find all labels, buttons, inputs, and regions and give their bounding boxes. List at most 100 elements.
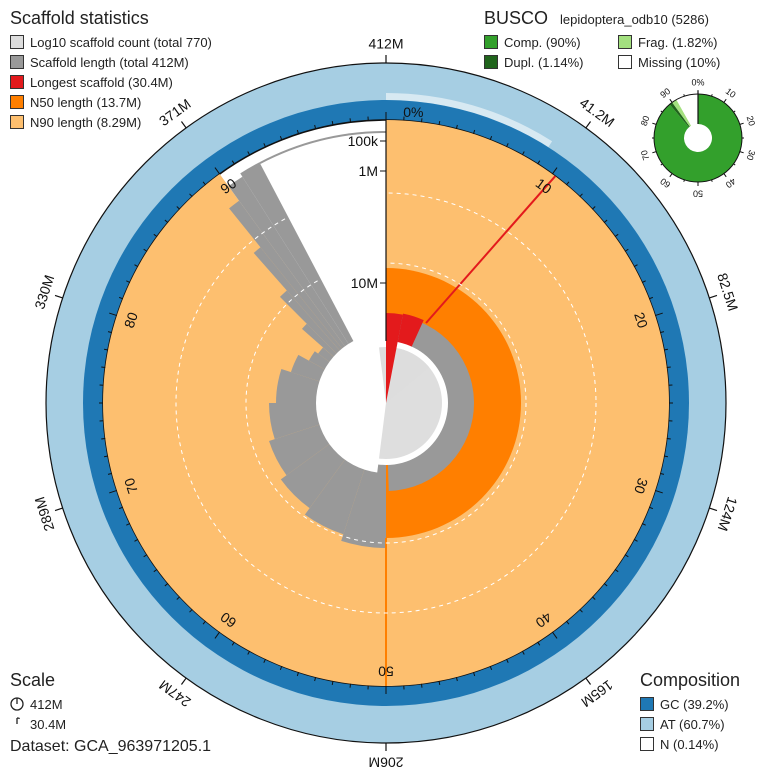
percent-tick: [134, 264, 139, 268]
outer-length-label: 165M: [578, 677, 616, 711]
percent-tick: [659, 331, 665, 334]
log-count-bump: [386, 348, 430, 403]
busco-complete-sector: [653, 94, 742, 182]
percent-tick: [666, 437, 671, 440]
busco-tick: [660, 163, 663, 166]
outer-length-tick: [180, 121, 187, 129]
percent-tick: [506, 658, 509, 663]
percent-tick: [663, 455, 669, 458]
swatch-duplicated: [484, 55, 498, 69]
busco-tick-label: 0%: [691, 77, 704, 87]
percent-tick: [331, 120, 334, 126]
percent-tick-label: 50: [378, 663, 394, 679]
scale-label: 412M: [30, 696, 63, 712]
percent-tick: [537, 641, 541, 646]
percent-tick: [118, 296, 124, 300]
percent-tick: [349, 118, 352, 123]
percent-tick: [263, 143, 266, 148]
percent-tick: [164, 219, 169, 223]
busco-tick: [733, 110, 736, 113]
percent-tick: [633, 538, 638, 542]
longest-scaffold-segment: [386, 313, 403, 403]
swatch-n: [640, 737, 654, 751]
percent-tick: [455, 676, 458, 682]
outer-length-tick: [709, 294, 718, 299]
percent-tick: [603, 583, 608, 587]
legend-item-duplicated: Dupl. (1.14%): [484, 52, 618, 72]
percent-tick: [566, 620, 570, 625]
legend-label: N90 length (8.29M): [30, 114, 142, 130]
percent-tick: [521, 650, 525, 655]
radial-scale-label: 100k: [348, 133, 379, 149]
percent-tick: [143, 248, 148, 252]
percent-tick: [126, 523, 131, 526]
percent-tick-label: 30: [631, 476, 651, 496]
outer-length-tick: [585, 677, 592, 685]
legend-label: Dupl. (1.14%): [504, 54, 584, 70]
legend-item-complete: Comp. (90%): [484, 32, 618, 52]
radial-scale-label: 10M: [351, 275, 378, 291]
outer-length-tick: [54, 507, 63, 512]
busco-tick-label: 50: [693, 189, 703, 199]
percent-tick: [314, 124, 317, 130]
percent-tick: [614, 233, 619, 238]
percent-tick: [214, 167, 221, 175]
percent-tick: [579, 608, 583, 613]
percent-tick: [231, 160, 235, 165]
busco-tick-label: 30: [745, 149, 758, 162]
percent-tick: [231, 641, 235, 646]
percent-tick: [153, 233, 158, 238]
outer-length-label: 124M: [715, 495, 741, 533]
percent-tick: [153, 568, 158, 573]
legend-item-fragmented: Frag. (1.82%): [618, 32, 738, 52]
percent-tick: [551, 631, 558, 639]
percent-tick: [296, 671, 300, 677]
swatch-at: [640, 717, 654, 731]
outer-length-label: 206M: [368, 754, 403, 769]
scale-label: 30.4M: [30, 716, 67, 732]
percent-tick: [118, 506, 124, 510]
scaffold-length-bar: [240, 162, 386, 403]
percent-tick: [614, 568, 619, 573]
percent-tick: [296, 129, 300, 135]
outer-length-label: 82.5M: [714, 271, 741, 313]
legend-item-length: Scaffold length (total 412M): [10, 52, 212, 72]
outer-length-label: 289M: [31, 495, 57, 533]
percent-tick: [109, 489, 118, 494]
percent-tick: [579, 193, 583, 198]
percent-tick: [101, 366, 106, 369]
percent-tick-label: 70: [121, 476, 141, 496]
percent-tick: [624, 554, 629, 558]
swatch-n90: [10, 115, 24, 129]
dataset-label: Dataset: GCA_963971205.1: [10, 738, 212, 755]
scale-item-longest: 30.4M: [10, 714, 66, 734]
percent-tick: [521, 151, 525, 156]
legend-item-missing: Missing (10%): [618, 52, 738, 72]
percent-tick: [591, 596, 596, 600]
percent-tick: [591, 206, 596, 210]
percent-tick-label: 0%: [403, 104, 423, 120]
busco-duplicated-sector: [669, 102, 690, 128]
percent-tick: [420, 683, 423, 688]
busco-tick: [723, 98, 727, 103]
busco-tick-label: 80: [639, 115, 652, 128]
radial-scale-label: 1M: [359, 163, 378, 179]
legend-label: Scaffold length (total 412M): [30, 54, 189, 70]
busco-tick: [683, 94, 685, 97]
percent-tick-label: 80: [121, 310, 141, 330]
percent-tick: [551, 167, 558, 175]
percent-tick: [189, 608, 193, 613]
percent-tick: [101, 437, 106, 440]
scale-item-total: 412M: [10, 694, 66, 714]
percent-tick: [438, 120, 441, 126]
percent-tick: [648, 296, 654, 300]
percent-tick: [489, 665, 493, 671]
swatch-length: [10, 55, 24, 69]
busco-tick: [723, 173, 727, 178]
swatch-n50: [10, 95, 24, 109]
outer-length-label: 412M: [368, 36, 403, 52]
percent-tick: [202, 620, 206, 625]
busco-tick: [669, 173, 673, 178]
legend-label: N (0.14%): [660, 736, 719, 752]
